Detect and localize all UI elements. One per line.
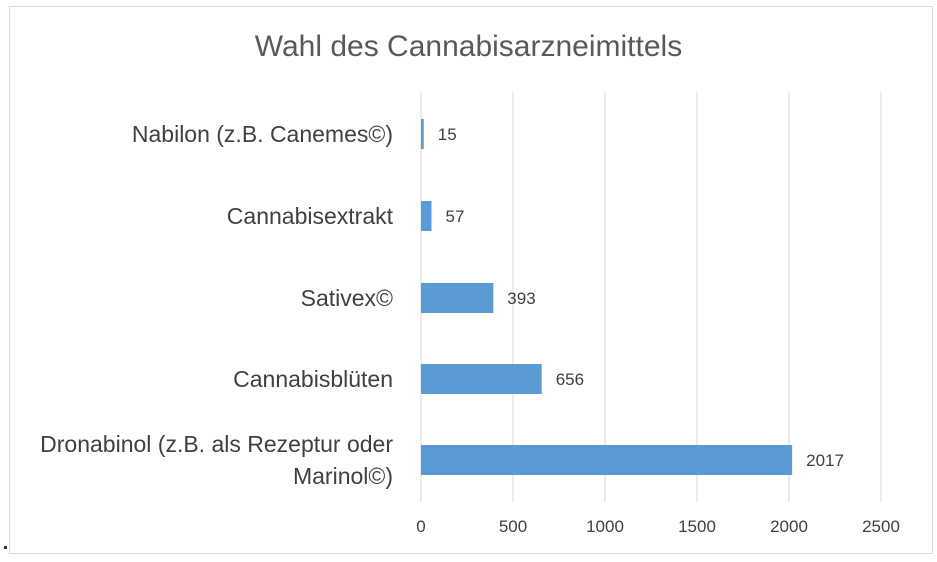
category-label: Nabilon (z.B. Canemes©) (132, 121, 393, 147)
x-tick-label: 2500 (862, 517, 900, 536)
chart-title: Wahl des Cannabisarzneimittels (254, 30, 683, 63)
x-tick-label: 2000 (770, 517, 808, 536)
data-label: 656 (556, 370, 584, 389)
data-label: 15 (438, 125, 457, 144)
corner-dot (4, 546, 7, 549)
data-label: 57 (445, 207, 464, 226)
bar (421, 119, 424, 149)
bar (421, 201, 432, 231)
x-tick-label: 500 (499, 517, 527, 536)
data-label: 393 (507, 289, 535, 308)
bar (421, 364, 542, 394)
data-label: 2017 (806, 451, 844, 470)
bar (421, 445, 793, 475)
category-label: Sativex© (301, 285, 393, 311)
category-label: Cannabisextrakt (227, 203, 394, 229)
category-label: Cannabisblüten (233, 366, 393, 392)
category-label: Marinol©) (293, 463, 393, 489)
x-tick-label: 1500 (678, 517, 716, 536)
x-tick-label: 0 (416, 517, 425, 536)
bar (421, 283, 494, 313)
x-tick-label: 1000 (586, 517, 624, 536)
category-label: Dronabinol (z.B. als Rezeptur oder (40, 431, 393, 457)
